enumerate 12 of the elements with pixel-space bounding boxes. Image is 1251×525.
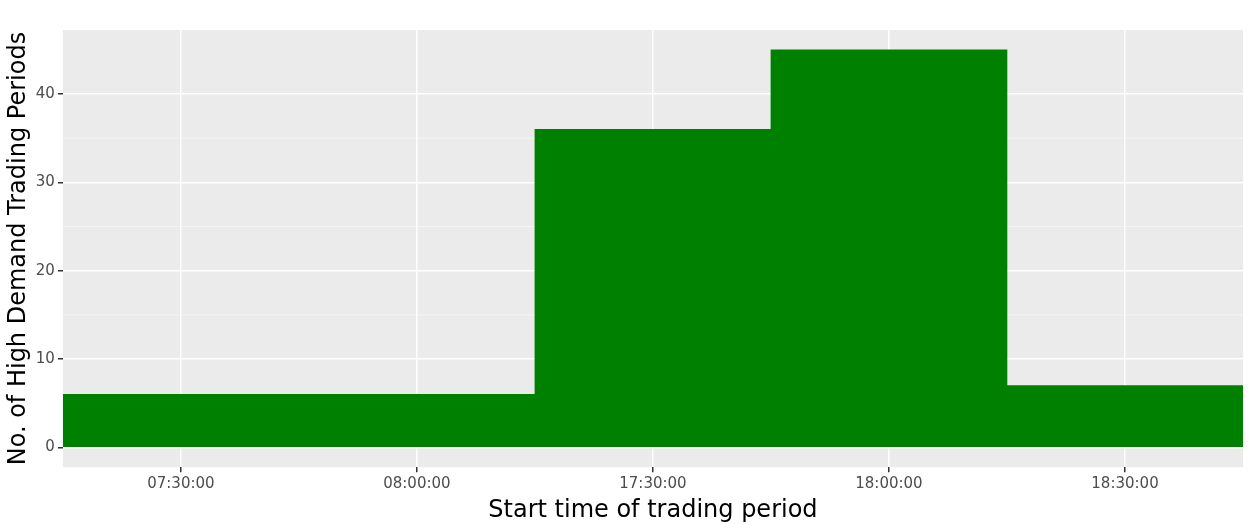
y-tick-label: 40 (35, 83, 55, 102)
y-tick-label: 10 (35, 348, 55, 367)
y-tick-label: 20 (35, 260, 55, 279)
x-tick-label: 18:30:00 (1091, 474, 1159, 493)
x-tick-label: 18:00:00 (855, 474, 923, 493)
y-tick-label: 0 (45, 437, 55, 456)
y-axis-title: No. of High Demand Trading Periods (2, 31, 31, 466)
x-tick-label: 08:00:00 (383, 474, 451, 493)
x-tick-label: 07:30:00 (147, 474, 215, 493)
x-axis-title: Start time of trading period (488, 494, 818, 523)
x-tick-label: 17:30:00 (619, 474, 687, 493)
y-tick-label: 30 (35, 172, 55, 191)
